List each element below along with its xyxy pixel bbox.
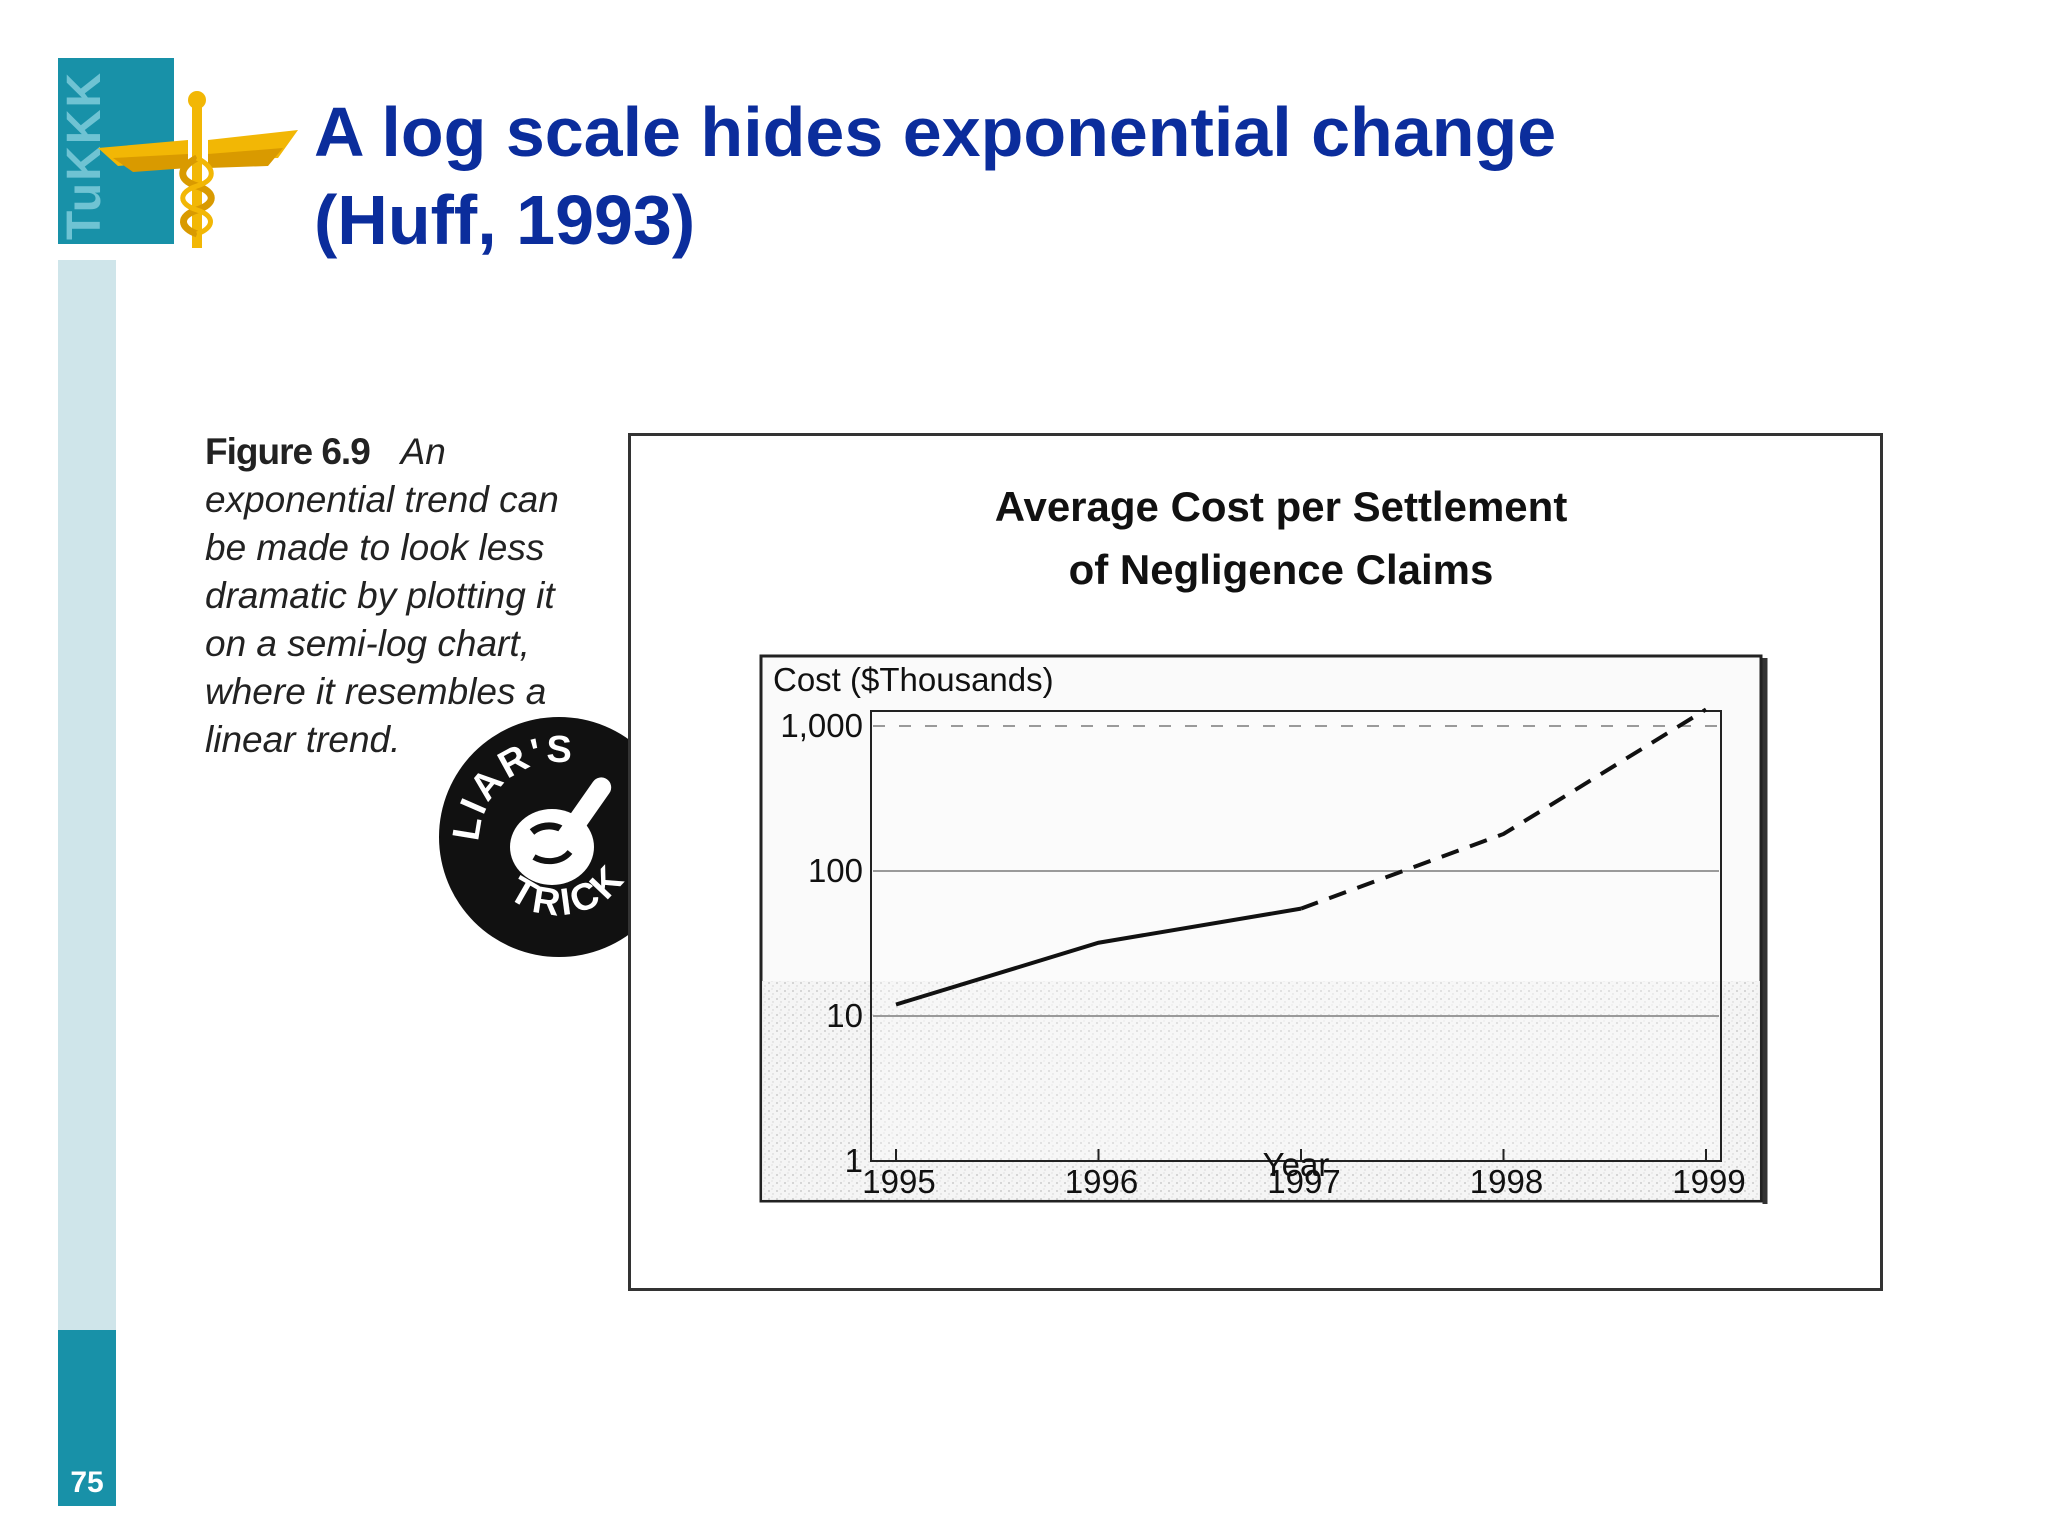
x-tick-label: 1998 [1470,1163,1543,1200]
x-tick-label: 1999 [1672,1163,1745,1200]
figure-caption: Figure 6.9 An exponential trend can be m… [205,428,605,764]
figure-caption-number: Figure 6.9 [205,431,371,472]
x-tick-label: 1996 [1065,1163,1138,1200]
x-axis-ticks: 1995 1996 1997 1998 1999 [862,1149,1746,1200]
logo: TuKKK [58,58,298,248]
slide-title: A log scale hides exponential change (Hu… [314,88,1814,264]
grid [873,725,1719,1017]
figure-frame: Average Cost per Settlement of Negligenc… [628,433,1883,1291]
chart-title-line-1: Average Cost per Settlement [995,483,1568,530]
y-tick-label: 100 [808,852,863,889]
crossed-fingers-icon [510,777,612,885]
dashed-series-line [1300,707,1708,911]
y-tick-label: 1,000 [780,707,863,744]
caduceus-icon [98,91,298,248]
y-tick-label: 1 [845,1142,863,1179]
solid-series-line [895,906,1302,1007]
plot-area [870,710,1722,1162]
slide-title-line-2: (Huff, 1993) [314,181,696,259]
figure-caption-text: An exponential trend can be made to look… [205,431,559,760]
y-axis-ticks: 1 10 100 1,000 [780,707,863,1179]
slide-title-line-1: A log scale hides exponential change [314,93,1557,171]
x-tick-label: 1997 [1267,1163,1340,1200]
y-tick-label: 10 [826,997,863,1034]
series [895,707,1708,1007]
x-axis-label: Year [1263,1146,1330,1183]
line-chart: Average Cost per Settlement of Negligenc… [759,483,1768,1204]
x-tick-label: 1995 [862,1163,935,1200]
liars-trick-badge: LIAR'S TRICK [439,717,679,957]
left-accent-bar [58,260,116,1330]
left-accent-bar-bottom [58,1330,116,1506]
chart-texture [762,981,1760,1200]
page-number: 75 [70,1466,104,1499]
chart-title-line-2: of Negligence Claims [1069,546,1494,593]
y-axis-label: Cost ($Thousands) [773,661,1054,698]
